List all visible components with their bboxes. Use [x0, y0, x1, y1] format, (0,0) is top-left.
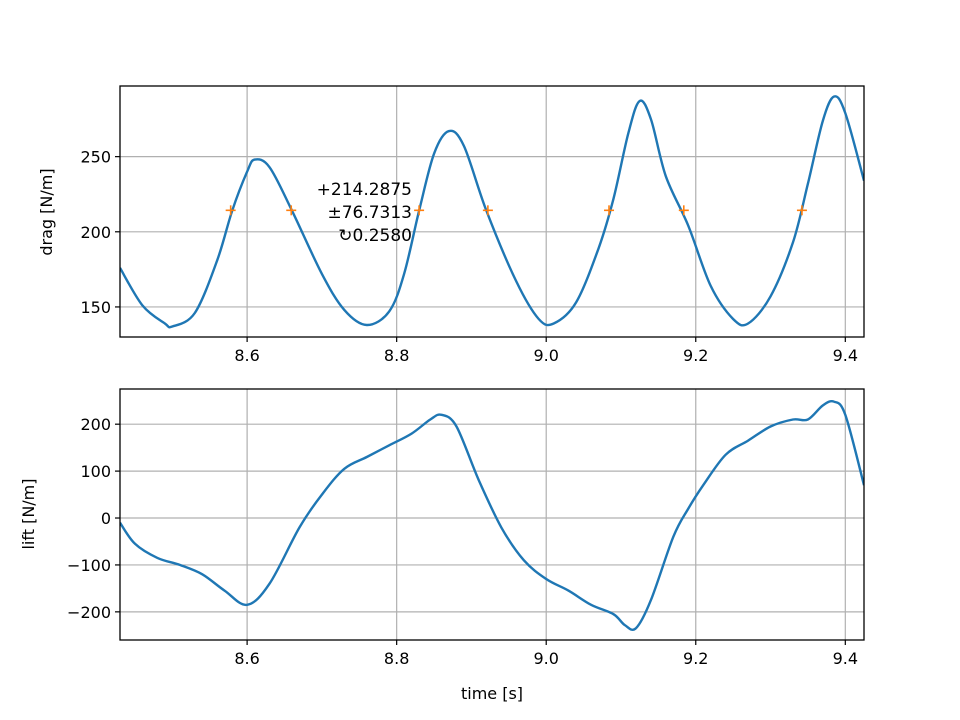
lift-grid — [120, 389, 864, 640]
drag-ticks: 8.6 8.8 9.0 9.2 9.4 150 200 250 — [80, 148, 858, 365]
x-tick-label: 9.2 — [683, 649, 708, 668]
x-tick-label: 9.4 — [833, 346, 858, 365]
x-tick-label: 9.0 — [533, 346, 558, 365]
x-tick-label: 8.6 — [234, 346, 259, 365]
crossing-marker — [482, 205, 493, 216]
lift-ticks: 8.6 8.8 9.0 9.2 9.4 −200 −100 0 100 200 — [67, 415, 858, 668]
drag-series — [120, 95, 864, 329]
lift-plot-frame — [119, 388, 865, 641]
crossing-marker — [225, 205, 236, 216]
x-axis-label: time [s] — [461, 684, 523, 703]
drag-plot: +214.2875 ±76.7313 ↻0.2580 8.6 8.8 9.0 9.2 9… — [37, 85, 865, 365]
lift-line — [120, 399, 864, 632]
y-tick-label: 200 — [80, 223, 111, 242]
drag-grid — [120, 86, 864, 337]
x-tick-label: 8.6 — [234, 649, 259, 668]
lift-y-axis-label: lift [N/m] — [19, 478, 38, 549]
y-tick-label: −100 — [67, 556, 111, 575]
crossing-marker — [414, 205, 425, 216]
crossing-marker — [678, 205, 689, 216]
crossing-marker — [604, 205, 615, 216]
x-tick-label: 9.0 — [533, 649, 558, 668]
x-tick-label: 8.8 — [384, 649, 409, 668]
annotation-amplitude: ±76.7313 — [327, 203, 412, 223]
crossing-marker — [286, 205, 297, 216]
annotation-period: ↻0.2580 — [338, 226, 412, 246]
x-tick-label: 8.8 — [384, 346, 409, 365]
x-tick-label: 9.4 — [833, 649, 858, 668]
y-tick-label: 100 — [80, 462, 111, 481]
drag-y-axis-label: drag [N/m] — [37, 168, 56, 255]
y-tick-label: 250 — [80, 148, 111, 167]
crossing-marker — [796, 205, 807, 216]
lift-series — [120, 399, 864, 632]
y-tick-label: 0 — [101, 509, 111, 528]
y-tick-label: 150 — [80, 298, 111, 317]
drag-plot-frame — [119, 85, 865, 338]
y-tick-label: −200 — [67, 603, 111, 622]
x-tick-label: 9.2 — [683, 346, 708, 365]
drag-annotation: +214.2875 ±76.7313 ↻0.2580 — [317, 180, 412, 246]
drag-line — [120, 95, 864, 329]
y-tick-label: 200 — [80, 415, 111, 434]
annotation-mean: +214.2875 — [317, 180, 412, 200]
lift-plot: 8.6 8.8 9.0 9.2 9.4 −200 −100 0 100 200 lift [N/m… — [19, 388, 865, 703]
